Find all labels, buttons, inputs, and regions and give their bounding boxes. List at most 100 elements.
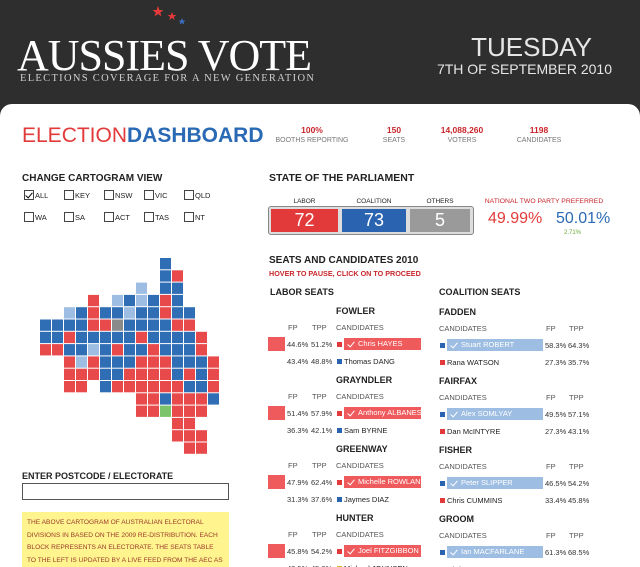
electorate-block[interactable] <box>148 393 159 405</box>
electorate-block[interactable] <box>112 368 123 380</box>
electorate-block[interactable] <box>184 307 195 319</box>
electorate-block[interactable] <box>124 344 135 356</box>
electorate-block[interactable] <box>100 381 111 393</box>
checkbox-label[interactable]: VIC <box>155 191 168 200</box>
electorate-block[interactable] <box>64 331 75 344</box>
electorate-block[interactable] <box>196 405 207 417</box>
electorate-block[interactable] <box>148 368 159 380</box>
electorate-block[interactable] <box>100 319 111 331</box>
electorate-block[interactable] <box>172 405 183 417</box>
checkbox-label[interactable]: NSW <box>115 191 133 200</box>
electorate-block[interactable] <box>208 356 219 368</box>
electorate-block[interactable] <box>196 331 207 344</box>
electorate-block[interactable] <box>160 307 171 319</box>
electorate-block[interactable] <box>88 331 99 344</box>
electorate-block[interactable] <box>184 381 195 393</box>
checkbox-label[interactable]: QLD <box>195 191 211 200</box>
electorate-block[interactable] <box>88 356 99 368</box>
electorate-block[interactable] <box>172 381 183 393</box>
checkbox-label[interactable]: WA <box>35 213 47 222</box>
electorate-block[interactable] <box>76 368 87 380</box>
electorate-block[interactable] <box>100 331 111 344</box>
electorate-block[interactable] <box>160 405 171 417</box>
electorate-block[interactable] <box>160 356 171 368</box>
checkbox-label[interactable]: ACT <box>115 213 130 222</box>
electorate-block[interactable] <box>100 356 111 368</box>
electorate-block[interactable] <box>136 381 147 393</box>
electorate-block[interactable] <box>172 368 183 380</box>
electorate-block[interactable] <box>76 319 87 331</box>
electorate-block[interactable] <box>76 381 87 393</box>
electorate-block[interactable] <box>112 381 123 393</box>
electorate-block[interactable] <box>160 282 171 294</box>
electorate-block[interactable] <box>148 319 159 331</box>
electorate-block[interactable] <box>160 258 171 270</box>
electorate-block[interactable] <box>88 294 99 307</box>
electorate-block[interactable] <box>88 307 99 319</box>
electorate-block[interactable] <box>136 405 147 417</box>
checkbox-label[interactable]: SA <box>75 213 86 222</box>
electorate-block[interactable] <box>196 442 207 454</box>
electorate-block[interactable] <box>124 307 135 319</box>
electorate-block[interactable] <box>172 307 183 319</box>
electorate-block[interactable] <box>148 307 159 319</box>
checkbox[interactable] <box>24 212 34 222</box>
electorate-block[interactable] <box>136 393 147 405</box>
electorate-block[interactable] <box>88 319 99 331</box>
electorate-block[interactable] <box>172 331 183 344</box>
electorate-block[interactable] <box>148 331 159 344</box>
electorate-block[interactable] <box>64 381 75 393</box>
electorate-block[interactable] <box>184 331 195 344</box>
electorate-block[interactable] <box>64 307 75 319</box>
checkbox-label[interactable]: TAS <box>155 213 170 222</box>
electorate-block[interactable] <box>76 344 87 356</box>
electorate-block[interactable] <box>208 381 219 393</box>
checkbox[interactable] <box>64 212 74 222</box>
electorate-block[interactable] <box>184 393 195 405</box>
electorate-block[interactable] <box>124 368 135 380</box>
electorate-block[interactable] <box>172 356 183 368</box>
electorate-block[interactable] <box>124 294 135 307</box>
electorate-block[interactable] <box>76 356 87 368</box>
electorate-block[interactable] <box>40 331 51 344</box>
electorate-block[interactable] <box>196 381 207 393</box>
cartogram[interactable] <box>40 258 230 458</box>
electorate-block[interactable] <box>208 368 219 380</box>
electorate-block[interactable] <box>148 405 159 417</box>
electorate-block[interactable] <box>160 270 171 282</box>
electorate-block[interactable] <box>184 430 195 442</box>
electorate-block[interactable] <box>136 331 147 344</box>
checkbox[interactable] <box>144 212 154 222</box>
electorate-block[interactable] <box>184 417 195 430</box>
checkbox[interactable] <box>144 190 154 200</box>
electorate-block[interactable] <box>184 368 195 380</box>
electorate-block[interactable] <box>64 368 75 380</box>
electorate-block[interactable] <box>148 344 159 356</box>
electorate-block[interactable] <box>184 405 195 417</box>
electorate-block[interactable] <box>172 344 183 356</box>
electorate-block[interactable] <box>52 344 63 356</box>
electorate-block[interactable] <box>76 331 87 344</box>
electorate-block[interactable] <box>124 356 135 368</box>
electorate-block[interactable] <box>160 331 171 344</box>
electorate-block[interactable] <box>172 294 183 307</box>
electorate-block[interactable] <box>184 356 195 368</box>
electorate-block[interactable] <box>112 319 123 331</box>
electorate-block[interactable] <box>136 282 147 294</box>
electorate-block[interactable] <box>172 430 183 442</box>
checkbox-label[interactable]: NT <box>195 213 205 222</box>
electorate-block[interactable] <box>172 282 183 294</box>
electorate-block[interactable] <box>88 368 99 380</box>
electorate-block[interactable] <box>136 319 147 331</box>
electorate-block[interactable] <box>52 319 63 331</box>
checkbox-label[interactable]: KEY <box>75 191 91 200</box>
checkbox[interactable] <box>184 190 194 200</box>
electorate-block[interactable] <box>196 430 207 442</box>
electorate-block[interactable] <box>160 319 171 331</box>
electorate-block[interactable] <box>184 442 195 454</box>
electorate-block[interactable] <box>112 294 123 307</box>
electorate-block[interactable] <box>136 356 147 368</box>
electorate-block[interactable] <box>100 307 111 319</box>
electorate-block[interactable] <box>52 331 63 344</box>
checkbox[interactable] <box>64 190 74 200</box>
